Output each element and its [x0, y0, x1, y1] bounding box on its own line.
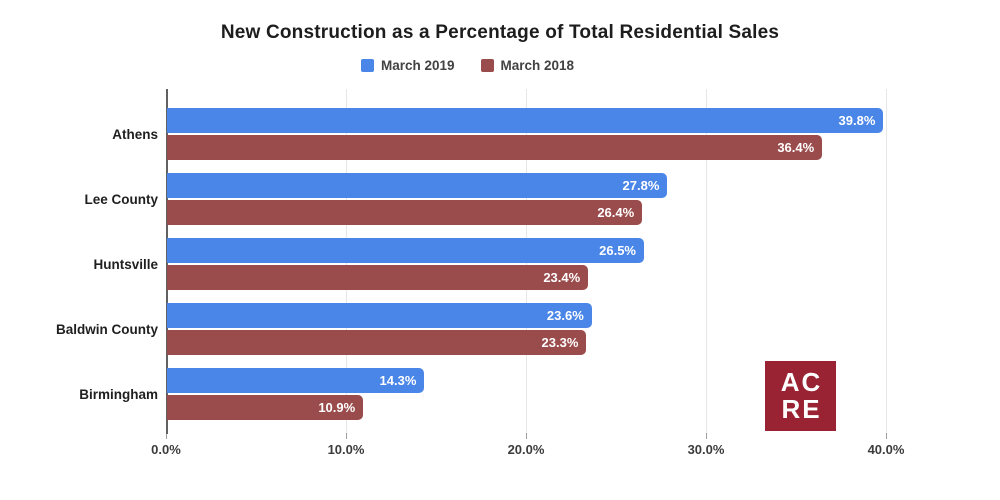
category-label-huntsville: Huntsville	[93, 256, 158, 272]
bar-march-2019-birmingham: 14.3%	[167, 368, 425, 393]
bar-march-2019-huntsville: 26.5%	[167, 238, 644, 263]
category-label-lee-county: Lee County	[84, 191, 158, 207]
bar-march-2018-birmingham: 10.9%	[167, 395, 364, 420]
gridline-40	[886, 89, 887, 433]
x-axis-tick-label-20: 20.0%	[507, 442, 545, 457]
chart-title: New Construction as a Percentage of Tota…	[220, 22, 780, 43]
legend-item-march-2018: March 2018	[480, 58, 575, 73]
bar-march-2019-baldwin-county: 23.6%	[167, 303, 592, 328]
bar-march-2018-lee-county: 26.4%	[167, 200, 643, 225]
bar-march-2018-baldwin-county: 23.3%	[167, 330, 587, 355]
category-label-baldwin-county: Baldwin County	[56, 321, 158, 337]
x-axis-tick-label-10: 10.0%	[327, 442, 365, 457]
category-label-athens: Athens	[112, 126, 158, 142]
category-label-birmingham: Birmingham	[79, 386, 158, 402]
bar-march-2018-huntsville: 23.4%	[167, 265, 589, 290]
bar-value-label: 36.4%	[777, 140, 815, 155]
x-axis-tick-0	[166, 433, 167, 439]
y-axis-line	[166, 89, 168, 434]
legend-item-march-2019: March 2019	[360, 58, 455, 73]
bar-value-label: 39.8%	[838, 113, 876, 128]
bar-value-label: 10.9%	[318, 400, 356, 415]
legend-label-march-2019: March 2019	[380, 58, 455, 73]
acre-logo: AC RE	[765, 361, 836, 431]
bar-value-label: 26.5%	[599, 243, 636, 258]
bar-value-label: 23.3%	[541, 335, 579, 350]
legend-label-march-2018: March 2018	[500, 58, 575, 73]
bar-value-label: 23.6%	[546, 308, 584, 323]
x-axis-tick-label-30: 30.0%	[687, 442, 725, 457]
x-axis-tick-30	[706, 433, 707, 439]
x-axis-tick-label-40: 40.0%	[867, 442, 905, 457]
legend-swatch-march-2018-icon	[480, 59, 494, 72]
bar-march-2018-athens: 36.4%	[167, 135, 823, 160]
bar-value-label: 23.4%	[543, 270, 581, 285]
legend: March 2019 March 2018	[0, 58, 935, 73]
bar-value-label: 26.4%	[597, 205, 635, 220]
legend-swatch-march-2019-icon	[360, 59, 374, 72]
bar-march-2019-athens: 39.8%	[167, 108, 884, 133]
bar-value-label: 14.3%	[379, 373, 417, 388]
x-axis-tick-10	[346, 433, 347, 439]
x-axis-tick-label-0: 0.0%	[151, 442, 181, 457]
acre-logo-line1: AC	[780, 367, 823, 398]
x-axis-tick-40	[886, 433, 887, 439]
x-axis-tick-20	[526, 433, 527, 439]
gridline-30	[706, 89, 707, 433]
bar-value-label: 27.8%	[622, 178, 660, 193]
bar-march-2019-lee-county: 27.8%	[167, 173, 668, 198]
acre-logo-line2: RE	[781, 394, 822, 424]
